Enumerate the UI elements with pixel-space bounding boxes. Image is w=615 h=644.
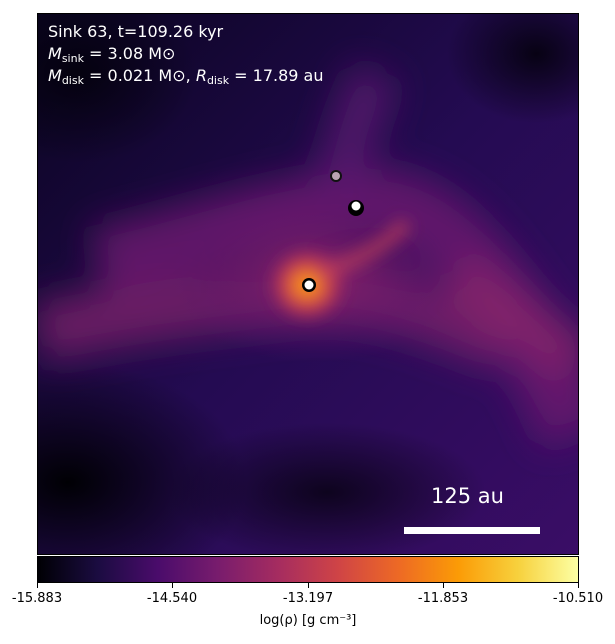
- sink-mass: Msink = 3.08 M⊙: [48, 44, 176, 65]
- colorbar-tick: [37, 583, 38, 588]
- colorbar-tick-label: -15.883: [11, 591, 63, 606]
- sink-particle-marker: [348, 200, 364, 216]
- colorbar: [37, 556, 579, 583]
- sink-particle-marker: [302, 278, 316, 292]
- density-map: Sink 63, t=109.26 kyr Msink = 3.08 M⊙ Md…: [37, 13, 579, 555]
- colorbar-tick: [578, 583, 579, 588]
- colorbar-tick-label: -11.853: [417, 591, 469, 606]
- scale-bar: [404, 527, 540, 534]
- sink-particle-marker: [330, 170, 342, 182]
- scale-bar-label: 125 au: [431, 484, 504, 508]
- colorbar-label: log(ρ) [g cm⁻³]: [259, 613, 357, 628]
- density-map-image: [38, 14, 578, 554]
- colorbar-tick-label: -10.510: [552, 591, 604, 606]
- sink-title: Sink 63, t=109.26 kyr: [48, 22, 224, 41]
- colorbar-tick: [443, 583, 444, 588]
- sink-markers: [302, 170, 364, 292]
- colorbar-tick: [172, 583, 173, 588]
- colorbar-tick: [308, 583, 309, 588]
- colorbar-tick-label: -13.197: [282, 591, 334, 606]
- colorbar-tick-label: -14.540: [146, 591, 198, 606]
- disk-params: Mdisk = 0.021 M⊙, Rdisk = 17.89 au: [48, 66, 324, 87]
